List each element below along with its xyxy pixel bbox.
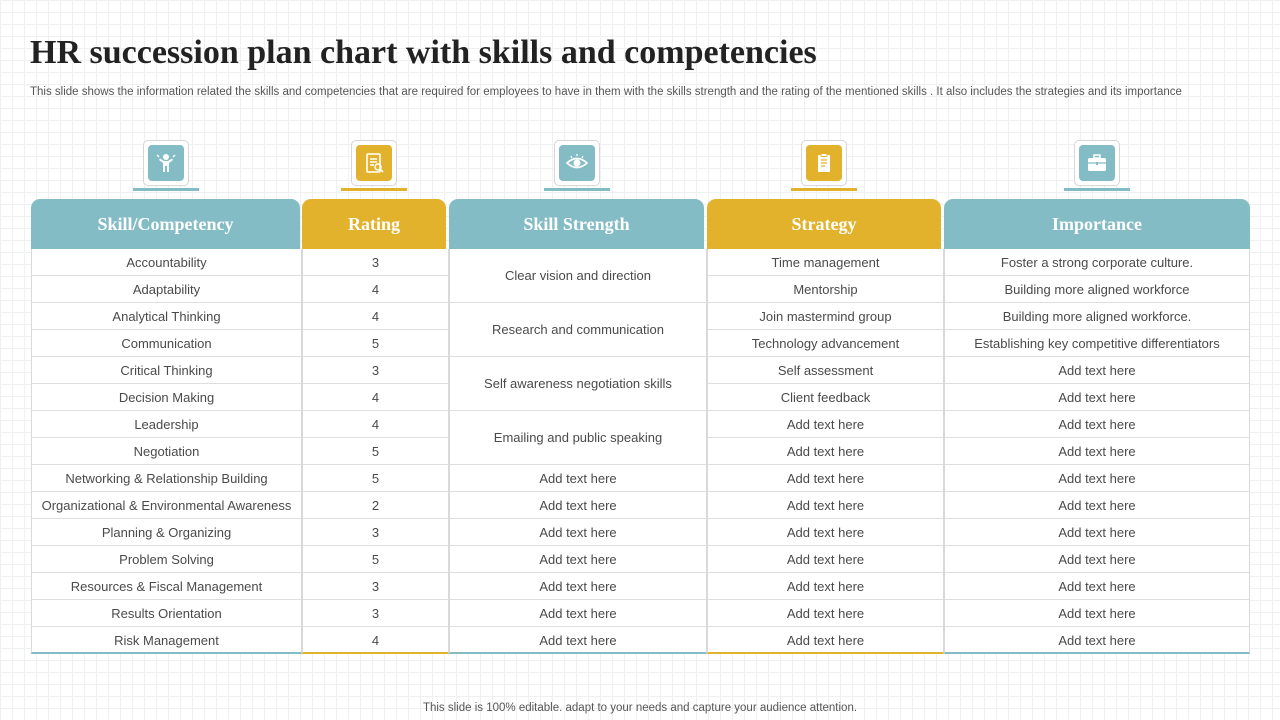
table-cell: Building more aligned workforce: [945, 276, 1249, 303]
clipboard-icon: [806, 145, 842, 181]
table-cell: Time management: [708, 249, 943, 276]
table-cell: Add text here: [450, 465, 706, 492]
table-cell: Add text here: [450, 519, 706, 546]
table-cell: Networking & Relationship Building: [32, 465, 301, 492]
table-cell: Add text here: [945, 411, 1249, 438]
table-cell: 4: [303, 276, 448, 303]
eye-icon: [559, 145, 595, 181]
table-cell: Add text here: [708, 573, 943, 600]
table-cell: 3: [303, 573, 448, 600]
table-cell: 3: [303, 600, 448, 627]
header-rating: Rating: [302, 199, 446, 249]
header-strength: Skill Strength: [449, 199, 704, 249]
table-cell: Clear vision and direction: [450, 249, 706, 303]
table-cell: Mentorship: [708, 276, 943, 303]
page-title: HR succession plan chart with skills and…: [30, 34, 817, 71]
strength-icon-slot: [544, 140, 610, 192]
strength-column: Clear vision and direction Research and c…: [449, 249, 707, 654]
table-cell: Foster a strong corporate culture.: [945, 249, 1249, 276]
header-skill: Skill/Competency: [31, 199, 300, 249]
table-cell: Add text here: [539, 633, 617, 648]
table-cell: Analytical Thinking: [32, 303, 301, 330]
table-cell: Add text here: [708, 519, 943, 546]
table-cell: Resources & Fiscal Management: [32, 573, 301, 600]
table-cell: 4: [303, 411, 448, 438]
table-cell: Communication: [32, 330, 301, 357]
table-cell: Add text here: [708, 600, 943, 627]
table-cell: Problem Solving: [32, 546, 301, 573]
table-cell: Add text here: [708, 546, 943, 573]
table-cell: Add text here: [708, 492, 943, 519]
importance-column: Foster a strong corporate culture. Buildi…: [944, 249, 1250, 654]
table-cell: Organizational & Environmental Awareness: [32, 492, 301, 519]
table-cell: 5: [303, 438, 448, 465]
table-cell: Critical Thinking: [32, 357, 301, 384]
briefcase-icon: [1079, 145, 1115, 181]
table-cell: Client feedback: [708, 384, 943, 411]
table-cell: Add text here: [945, 573, 1249, 600]
table-cell: 2: [303, 492, 448, 519]
table-cell: Research and communication: [450, 303, 706, 357]
table-cell: Building more aligned workforce.: [945, 303, 1249, 330]
skill-icon-slot: [133, 140, 199, 192]
table-cell: 4: [303, 303, 448, 330]
table-cell: Add text here: [450, 573, 706, 600]
table-cell: Add text here: [450, 600, 706, 627]
table-cell: Planning & Organizing: [32, 519, 301, 546]
header-strategy: Strategy: [707, 199, 941, 249]
table-cell: Adaptability: [32, 276, 301, 303]
table-cell: 4: [303, 384, 448, 411]
importance-icon-slot: [1064, 140, 1130, 192]
table-cell: Add text here: [945, 438, 1249, 465]
table-cell: Add text here: [945, 357, 1249, 384]
table-cell: Leadership: [32, 411, 301, 438]
table-cell: Add text here: [1058, 633, 1136, 648]
table-cell: Emailing and public speaking: [450, 411, 706, 465]
table-cell: Add text here: [945, 519, 1249, 546]
table-cell: 3: [303, 357, 448, 384]
table-cell: 3: [303, 249, 448, 276]
table-cell: Add text here: [786, 633, 865, 648]
table-cell: 4: [371, 633, 380, 648]
table-cell: Results Orientation: [32, 600, 301, 627]
header-importance: Importance: [944, 199, 1250, 249]
table-cell: 5: [303, 330, 448, 357]
table-cell: Add text here: [450, 492, 706, 519]
table-cell: Risk Management: [114, 633, 219, 648]
table-cell: Add text here: [450, 546, 706, 573]
achievement-person-icon: [148, 145, 184, 181]
table-cell: Add text here: [708, 465, 943, 492]
skill-column: Accountability Adaptability Analytical Thi…: [31, 249, 302, 654]
strategy-icon-slot: [791, 140, 857, 192]
footer-note: This slide is 100% editable. adapt to yo…: [422, 702, 858, 714]
table-cell: 5: [303, 465, 448, 492]
page-subtitle: This slide shows the information related…: [30, 86, 1182, 98]
table-cell: Self assessment: [708, 357, 943, 384]
strategy-column: Time management Mentorship Join mastermind…: [707, 249, 944, 654]
table-cell: Add text here: [708, 438, 943, 465]
table-cell: Decision Making: [32, 384, 301, 411]
table-cell: Establishing key competitive differentia…: [945, 330, 1249, 357]
table-cell: Add text here: [945, 384, 1249, 411]
table-cell: 5: [303, 546, 448, 573]
table-cell: Add text here: [945, 546, 1249, 573]
table-cell: Add text here: [945, 465, 1249, 492]
table-cell: Add text here: [708, 411, 943, 438]
table-cell: Add text here: [945, 600, 1249, 627]
rating-icon-slot: [341, 140, 407, 192]
checklist-icon: [356, 145, 392, 181]
table-cell: Accountability: [32, 249, 301, 276]
table-cell: Add text here: [945, 492, 1249, 519]
table-cell: 3: [303, 519, 448, 546]
table-cell: Join mastermind group: [708, 303, 943, 330]
table-cell: Technology advancement: [708, 330, 943, 357]
table-cell: Self awareness negotiation skills: [450, 357, 706, 411]
table-cell: Negotiation: [32, 438, 301, 465]
